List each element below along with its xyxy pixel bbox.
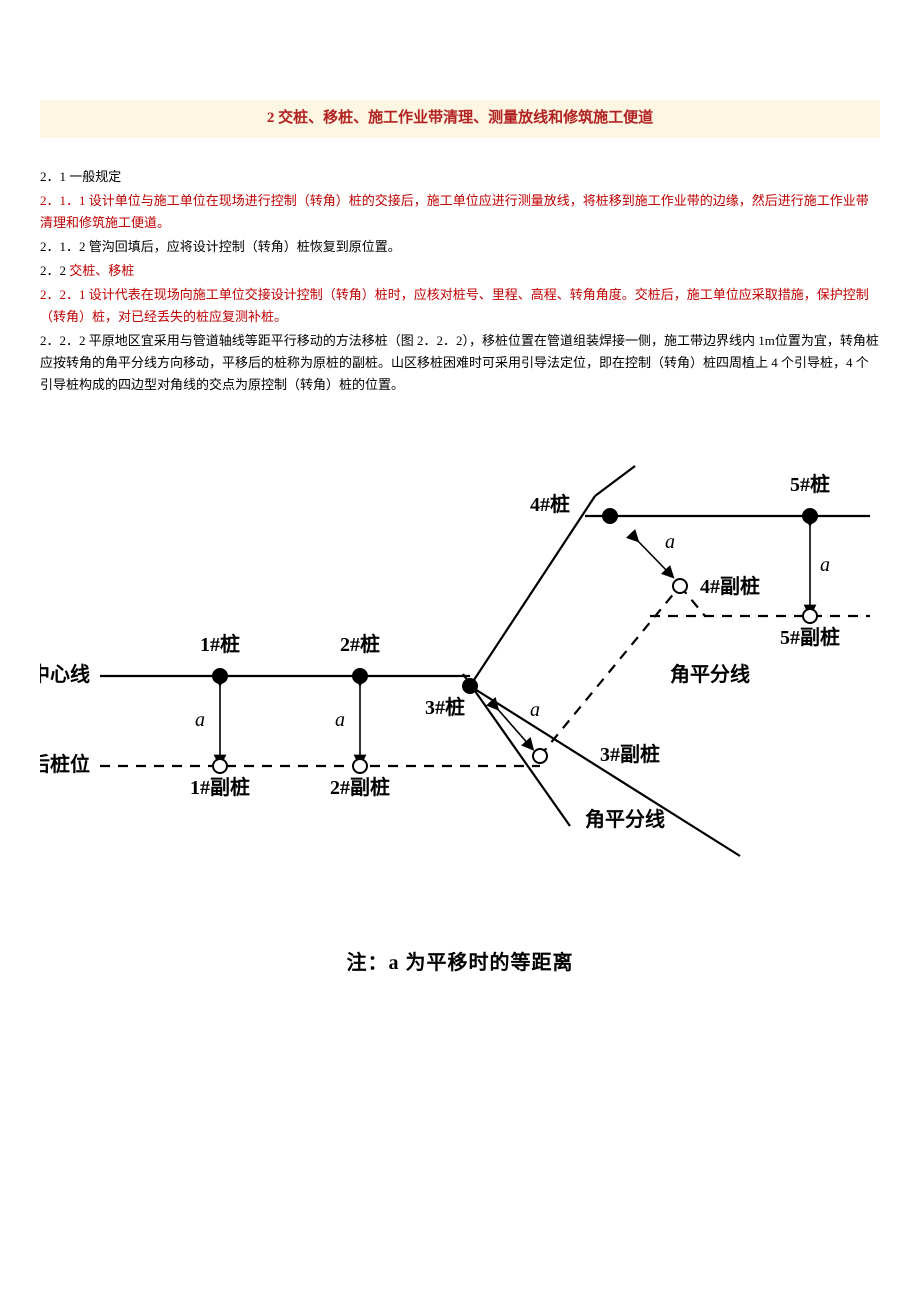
svg-text:角平分线: 角平分线 <box>670 662 750 686</box>
figure-2-2-2: a a a a a 1#桩 1#副桩 2#桩 2#副桩 3#桩 3#副桩 4#桩 4#副桩 5#桩 5#副桩… <box>40 456 880 980</box>
clause-title: 交桩、移桩 <box>69 263 134 278</box>
svg-text:4#桩: 4#桩 <box>530 492 570 516</box>
svg-text:平移后桩位: 平移后桩位 <box>40 752 90 776</box>
svg-text:角平分线: 角平分线 <box>585 807 665 831</box>
figure-caption: 注：a 为平移时的等距离 <box>40 946 880 980</box>
svg-text:5#桩: 5#桩 <box>790 472 830 496</box>
paragraph-2-1-2: 2．1．2 管沟回填后，应将设计控制（转角）桩恢复到原位置。 <box>40 236 880 258</box>
svg-text:a: a <box>820 554 830 576</box>
svg-text:3#桩: 3#桩 <box>425 695 465 719</box>
paragraph-2-1-1: 2．1．1 设计单位与施工单位在现场进行控制（转角）桩的交接后，施工单位应进行测… <box>40 190 880 234</box>
stake-diagram: a a a a a 1#桩 1#副桩 2#桩 2#副桩 3#桩 3#副桩 4#桩 4#副桩 5#桩 5#副桩… <box>40 456 880 896</box>
svg-text:3#副桩: 3#副桩 <box>600 742 660 766</box>
svg-text:a: a <box>530 699 540 721</box>
paragraph-2-1: 2．1 一般规定 <box>40 166 880 188</box>
section-title: 2 交桩、移桩、施工作业带清理、测量放线和修筑施工便道 <box>40 100 880 138</box>
svg-text:5#副桩: 5#副桩 <box>780 625 840 649</box>
svg-text:4#副桩: 4#副桩 <box>700 574 760 598</box>
svg-text:2#副桩: 2#副桩 <box>330 775 390 799</box>
paragraph-2-2-2: 2．2．2 平原地区宜采用与管道轴线等距平行移动的方法移桩（图 2．2．2），移… <box>40 330 880 396</box>
svg-text:1#副桩: 1#副桩 <box>190 775 250 799</box>
svg-text:管线中心线: 管线中心线 <box>40 662 90 686</box>
paragraph-2-2-1: 2．2．1 设计代表在现场向施工单位交接设计控制（转角）桩时，应核对桩号、里程、… <box>40 284 880 328</box>
svg-text:a: a <box>665 531 675 553</box>
svg-text:a: a <box>195 709 205 731</box>
clause-number: 2．2 <box>40 263 69 278</box>
paragraph-2-2: 2．2 交桩、移桩 <box>40 260 880 282</box>
document-page: 2 交桩、移桩、施工作业带清理、测量放线和修筑施工便道 2．1 一般规定 2．1… <box>0 0 920 1180</box>
svg-text:1#桩: 1#桩 <box>200 632 240 656</box>
svg-text:2#桩: 2#桩 <box>340 632 380 656</box>
svg-text:a: a <box>335 709 345 731</box>
